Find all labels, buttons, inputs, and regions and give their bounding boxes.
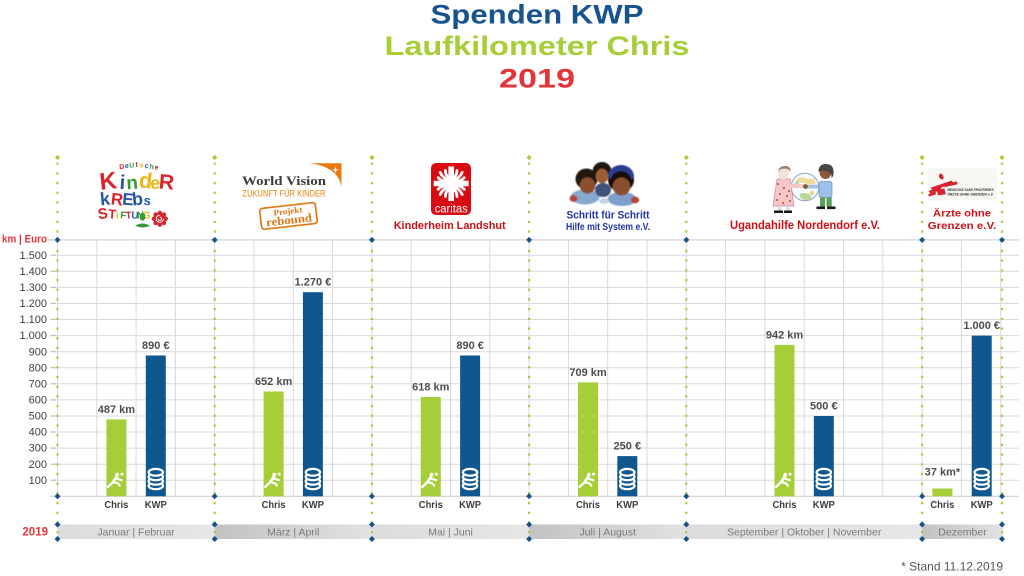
svg-text:Juli | August: Juli | August	[579, 526, 636, 538]
svg-text:200: 200	[29, 459, 47, 471]
svg-text:km | Euro: km | Euro	[2, 234, 47, 246]
svg-text:KWP: KWP	[971, 499, 993, 511]
svg-text:1.000: 1.000	[19, 330, 47, 342]
svg-text:F: F	[120, 210, 127, 221]
svg-text:c: c	[144, 163, 148, 170]
svg-text:Grenzen e.V.: Grenzen e.V.	[928, 221, 997, 232]
svg-text:d: d	[138, 167, 154, 193]
svg-text:1.200: 1.200	[19, 298, 47, 310]
svg-text:KWP: KWP	[145, 499, 167, 511]
svg-text:Chris: Chris	[930, 499, 954, 511]
svg-text:2019: 2019	[22, 526, 48, 538]
svg-text:ÄRZTE OHNE GRENZEN e.V.: ÄRZTE OHNE GRENZEN e.V.	[946, 192, 993, 196]
svg-text:500 €: 500 €	[810, 401, 838, 413]
svg-text:Laufkilometer Chris: Laufkilometer Chris	[385, 31, 690, 61]
svg-text:h: h	[149, 164, 154, 171]
svg-text:Chris: Chris	[262, 499, 286, 511]
svg-text:100: 100	[29, 475, 47, 487]
svg-text:KWP: KWP	[813, 499, 835, 511]
svg-text:b: b	[131, 189, 144, 210]
svg-text:i: i	[119, 172, 126, 194]
svg-text:KWP: KWP	[616, 499, 638, 511]
svg-text:e: e	[150, 173, 161, 193]
svg-text:300: 300	[29, 443, 47, 455]
svg-text:e: e	[125, 163, 129, 170]
svg-text:700: 700	[29, 378, 47, 390]
svg-text:Ärzte ohne: Ärzte ohne	[933, 207, 991, 220]
svg-text:600: 600	[29, 395, 47, 407]
svg-text:400: 400	[29, 427, 47, 439]
svg-text:G: G	[142, 210, 151, 222]
svg-text:KWP: KWP	[302, 499, 324, 511]
svg-text:Projekt: Projekt	[273, 204, 303, 217]
svg-text:März | April: März | April	[267, 526, 319, 538]
svg-text:Spenden KWP: Spenden KWP	[431, 0, 644, 30]
svg-text:Chris: Chris	[419, 499, 443, 511]
svg-text:Kinderheim Landshut: Kinderheim Landshut	[394, 220, 506, 232]
svg-text:900: 900	[29, 346, 47, 358]
svg-text:Hilfe mit System e.V.: Hilfe mit System e.V.	[566, 222, 650, 233]
svg-text:942 km: 942 km	[766, 329, 804, 341]
svg-text:i: i	[116, 210, 120, 221]
svg-text:* Stand 11.12.2019: * Stand 11.12.2019	[901, 560, 1003, 574]
svg-text:Januar | Februar: Januar | Februar	[97, 526, 175, 538]
svg-text:618 km: 618 km	[412, 382, 450, 394]
svg-text:37 km*: 37 km*	[925, 467, 961, 479]
svg-text:U: U	[129, 162, 134, 169]
svg-text:1.400: 1.400	[19, 266, 47, 278]
svg-text:709 km: 709 km	[569, 367, 607, 379]
svg-text:e: e	[154, 164, 159, 171]
svg-text:1.500: 1.500	[19, 250, 47, 262]
svg-text:MEDECINS SANS FRONTIERES: MEDECINS SANS FRONTIERES	[948, 188, 995, 192]
svg-text:Ugandahilfe Nordendorf e.V.: Ugandahilfe Nordendorf e.V.	[730, 220, 880, 232]
svg-text:250 €: 250 €	[614, 441, 642, 453]
svg-text:Chris: Chris	[773, 499, 797, 511]
svg-text:S: S	[97, 205, 109, 223]
svg-text:rebound: rebound	[265, 210, 313, 229]
svg-text:caritas: caritas	[435, 204, 468, 216]
svg-text:1.000 €: 1.000 €	[963, 320, 1000, 332]
svg-text:1.270 €: 1.270 €	[295, 277, 332, 289]
svg-text:800: 800	[29, 362, 47, 374]
svg-text:1.300: 1.300	[19, 282, 47, 294]
svg-text:Chris: Chris	[104, 499, 128, 511]
svg-text:E: E	[122, 190, 135, 210]
svg-text:ZUKUNFT FÜR KINDER: ZUKUNFT FÜR KINDER	[243, 189, 326, 199]
svg-text:1.100: 1.100	[19, 314, 47, 326]
svg-text:652 km: 652 km	[255, 376, 293, 388]
svg-text:T: T	[125, 210, 132, 221]
svg-text:487 km: 487 km	[98, 404, 136, 416]
svg-text:KWP: KWP	[459, 499, 481, 511]
svg-text:World Vision: World Vision	[242, 173, 327, 188]
svg-text:k: k	[99, 189, 112, 210]
svg-text:Chris: Chris	[576, 499, 600, 511]
svg-text:Dezember: Dezember	[938, 526, 987, 538]
svg-text:890 €: 890 €	[142, 340, 170, 352]
svg-text:K: K	[98, 167, 119, 196]
svg-text:n: n	[126, 173, 139, 195]
svg-text:500: 500	[29, 411, 47, 423]
svg-text:R: R	[158, 170, 175, 194]
svg-text:Mai | Juni: Mai | Juni	[428, 526, 473, 538]
svg-text:D: D	[119, 164, 125, 171]
svg-text:s: s	[140, 162, 144, 169]
svg-text:R: R	[110, 189, 124, 209]
svg-text:s: s	[143, 193, 151, 208]
svg-text:2019: 2019	[499, 64, 575, 94]
svg-text:September | Oktober | November: September | Oktober | November	[727, 526, 882, 538]
svg-text:890 €: 890 €	[456, 340, 484, 352]
svg-text:T: T	[108, 206, 117, 222]
svg-text:U: U	[131, 210, 139, 221]
svg-text:t: t	[136, 162, 139, 169]
svg-text:Schritt für Schritt: Schritt für Schritt	[567, 210, 650, 222]
